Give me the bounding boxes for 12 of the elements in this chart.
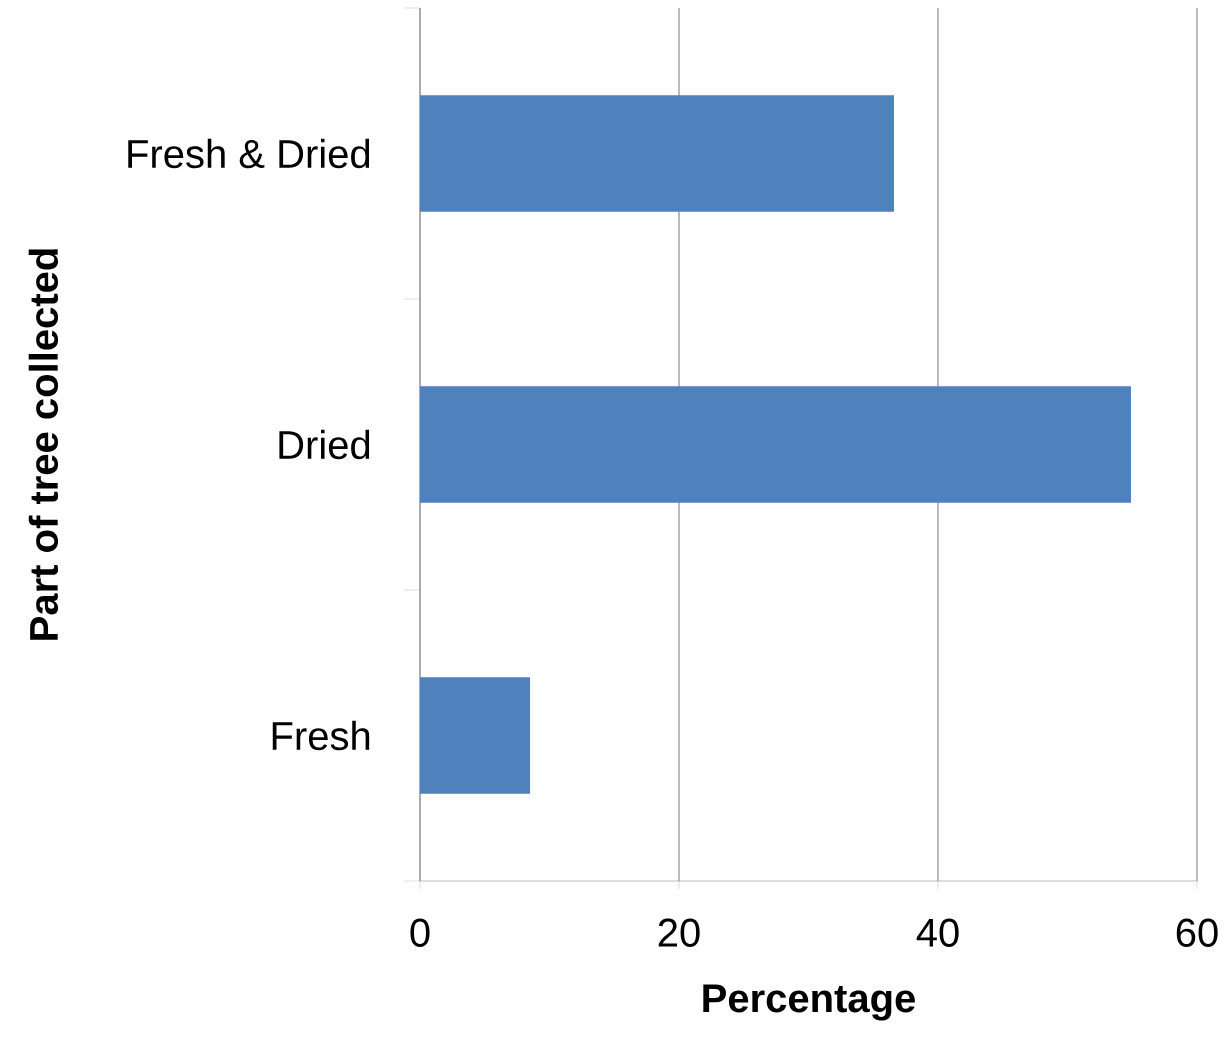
x-tick-label: 40 bbox=[916, 918, 959, 947]
y-tick-label: Fresh bbox=[272, 720, 370, 751]
y-tick-label: Dried bbox=[279, 429, 370, 460]
x-axis-title: Percentage bbox=[703, 984, 915, 1021]
bar bbox=[420, 386, 1131, 503]
x-tick-label: 60 bbox=[1176, 918, 1218, 947]
y-axis-title: Part of tree collected bbox=[28, 249, 59, 640]
y-tick-label: Fresh & Dried bbox=[128, 138, 370, 169]
bar bbox=[420, 677, 531, 794]
x-tick-label: 20 bbox=[658, 918, 700, 947]
bar bbox=[420, 95, 894, 212]
x-tick-label: 0 bbox=[410, 918, 430, 947]
